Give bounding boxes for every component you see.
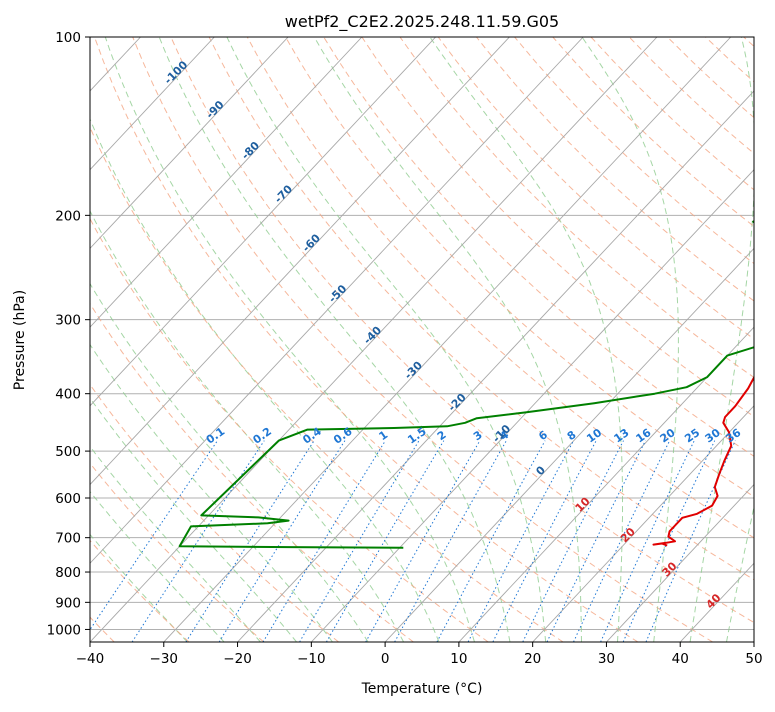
x-tick-label: −10 [297,651,326,667]
y-tick-label: 400 [55,387,81,403]
x-tick-label: 10 [450,651,467,667]
x-tick-label: 40 [672,651,689,667]
y-tick-label: 1000 [47,622,81,638]
plot-background [90,37,754,642]
y-tick-label: 800 [55,565,81,581]
x-tick-label: 0 [381,651,390,667]
x-tick-label: 20 [524,651,541,667]
x-tick-label: −30 [150,651,179,667]
chart-title: wetPf2_C2E2.2025.248.11.59.G05 [285,12,559,32]
y-tick-label: 900 [55,595,81,611]
x-axis-label: Temperature (°C) [361,681,483,697]
y-tick-label: 700 [55,531,81,547]
x-tick-label: −20 [223,651,252,667]
x-tick-label: 50 [745,651,762,667]
x-tick-label: 30 [598,651,615,667]
y-tick-label: 600 [55,491,81,507]
y-tick-label: 200 [55,208,81,224]
x-tick-label: −40 [76,651,105,667]
y-tick-label: 500 [55,444,81,460]
y-tick-label: 300 [55,313,81,329]
y-tick-label: 100 [55,30,81,46]
y-axis-label: Pressure (hPa) [12,290,28,390]
